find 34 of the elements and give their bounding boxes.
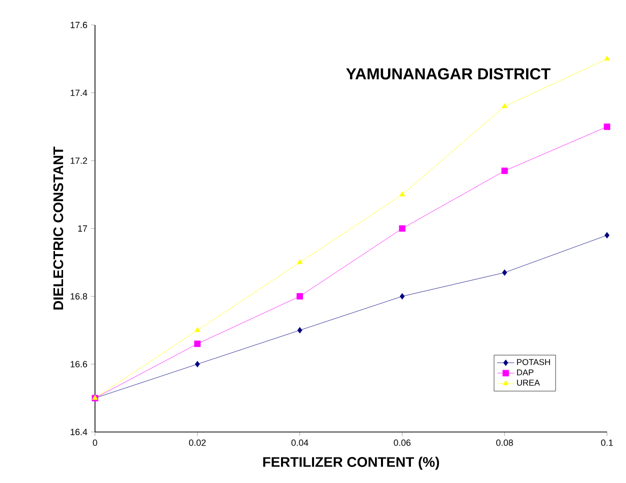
point	[502, 269, 508, 276]
x-tick-label: 0.04	[291, 440, 308, 446]
x-tick-label: 0	[92, 440, 98, 446]
x-tick-label: 0.06	[394, 440, 411, 446]
point	[604, 232, 610, 238]
point	[604, 124, 610, 130]
point	[400, 293, 405, 300]
point	[194, 327, 200, 332]
x-tick-label: 0.02	[189, 440, 206, 446]
y-tick-label: 17.6	[70, 22, 88, 28]
x-tick-label: 0.1	[601, 440, 613, 446]
legend-label: UREA	[517, 380, 540, 386]
point	[399, 225, 406, 232]
point	[296, 293, 304, 300]
y-tick-label: 17.2	[70, 158, 88, 164]
point	[297, 327, 302, 334]
y-tick-label: 16.8	[70, 293, 88, 300]
legend-label: POTASH	[517, 359, 550, 366]
point	[194, 360, 200, 368]
y-tick-label: 16.6	[70, 360, 88, 368]
y-tick-label: 16.4	[70, 428, 88, 436]
y-tick-label: 17.4	[70, 90, 88, 96]
y-tick-label: 17	[78, 225, 88, 232]
point	[297, 259, 303, 264]
point	[502, 103, 508, 108]
point	[604, 56, 610, 61]
x-axis-title: FERTILIZER CONTENT (%)	[263, 456, 440, 470]
legend-label: DAP	[517, 369, 534, 376]
text: YAMUNANAGAR DISTRICT	[346, 68, 551, 80]
point	[399, 191, 406, 196]
y-axis-title: DIELECTRIC CONSTANT	[53, 146, 64, 310]
point	[194, 340, 201, 348]
point	[501, 168, 508, 174]
x-tick-label: 0.08	[496, 440, 513, 446]
